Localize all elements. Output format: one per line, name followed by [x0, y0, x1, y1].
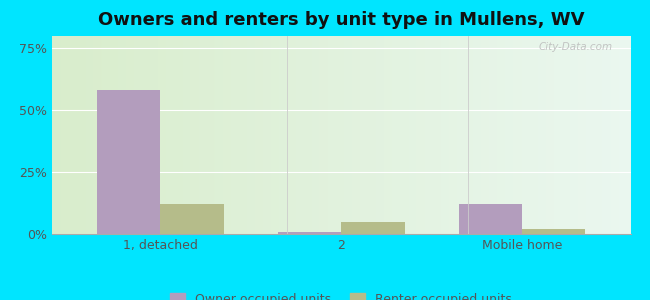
Legend: Owner occupied units, Renter occupied units: Owner occupied units, Renter occupied un… [165, 288, 517, 300]
Title: Owners and renters by unit type in Mullens, WV: Owners and renters by unit type in Mulle… [98, 11, 584, 29]
Bar [98, 90, 161, 234]
Bar [161, 204, 224, 234]
Bar [341, 222, 404, 234]
Text: City-Data.com: City-Data.com [539, 42, 613, 52]
Bar [459, 204, 522, 234]
Bar [522, 229, 585, 234]
Bar [278, 232, 341, 234]
